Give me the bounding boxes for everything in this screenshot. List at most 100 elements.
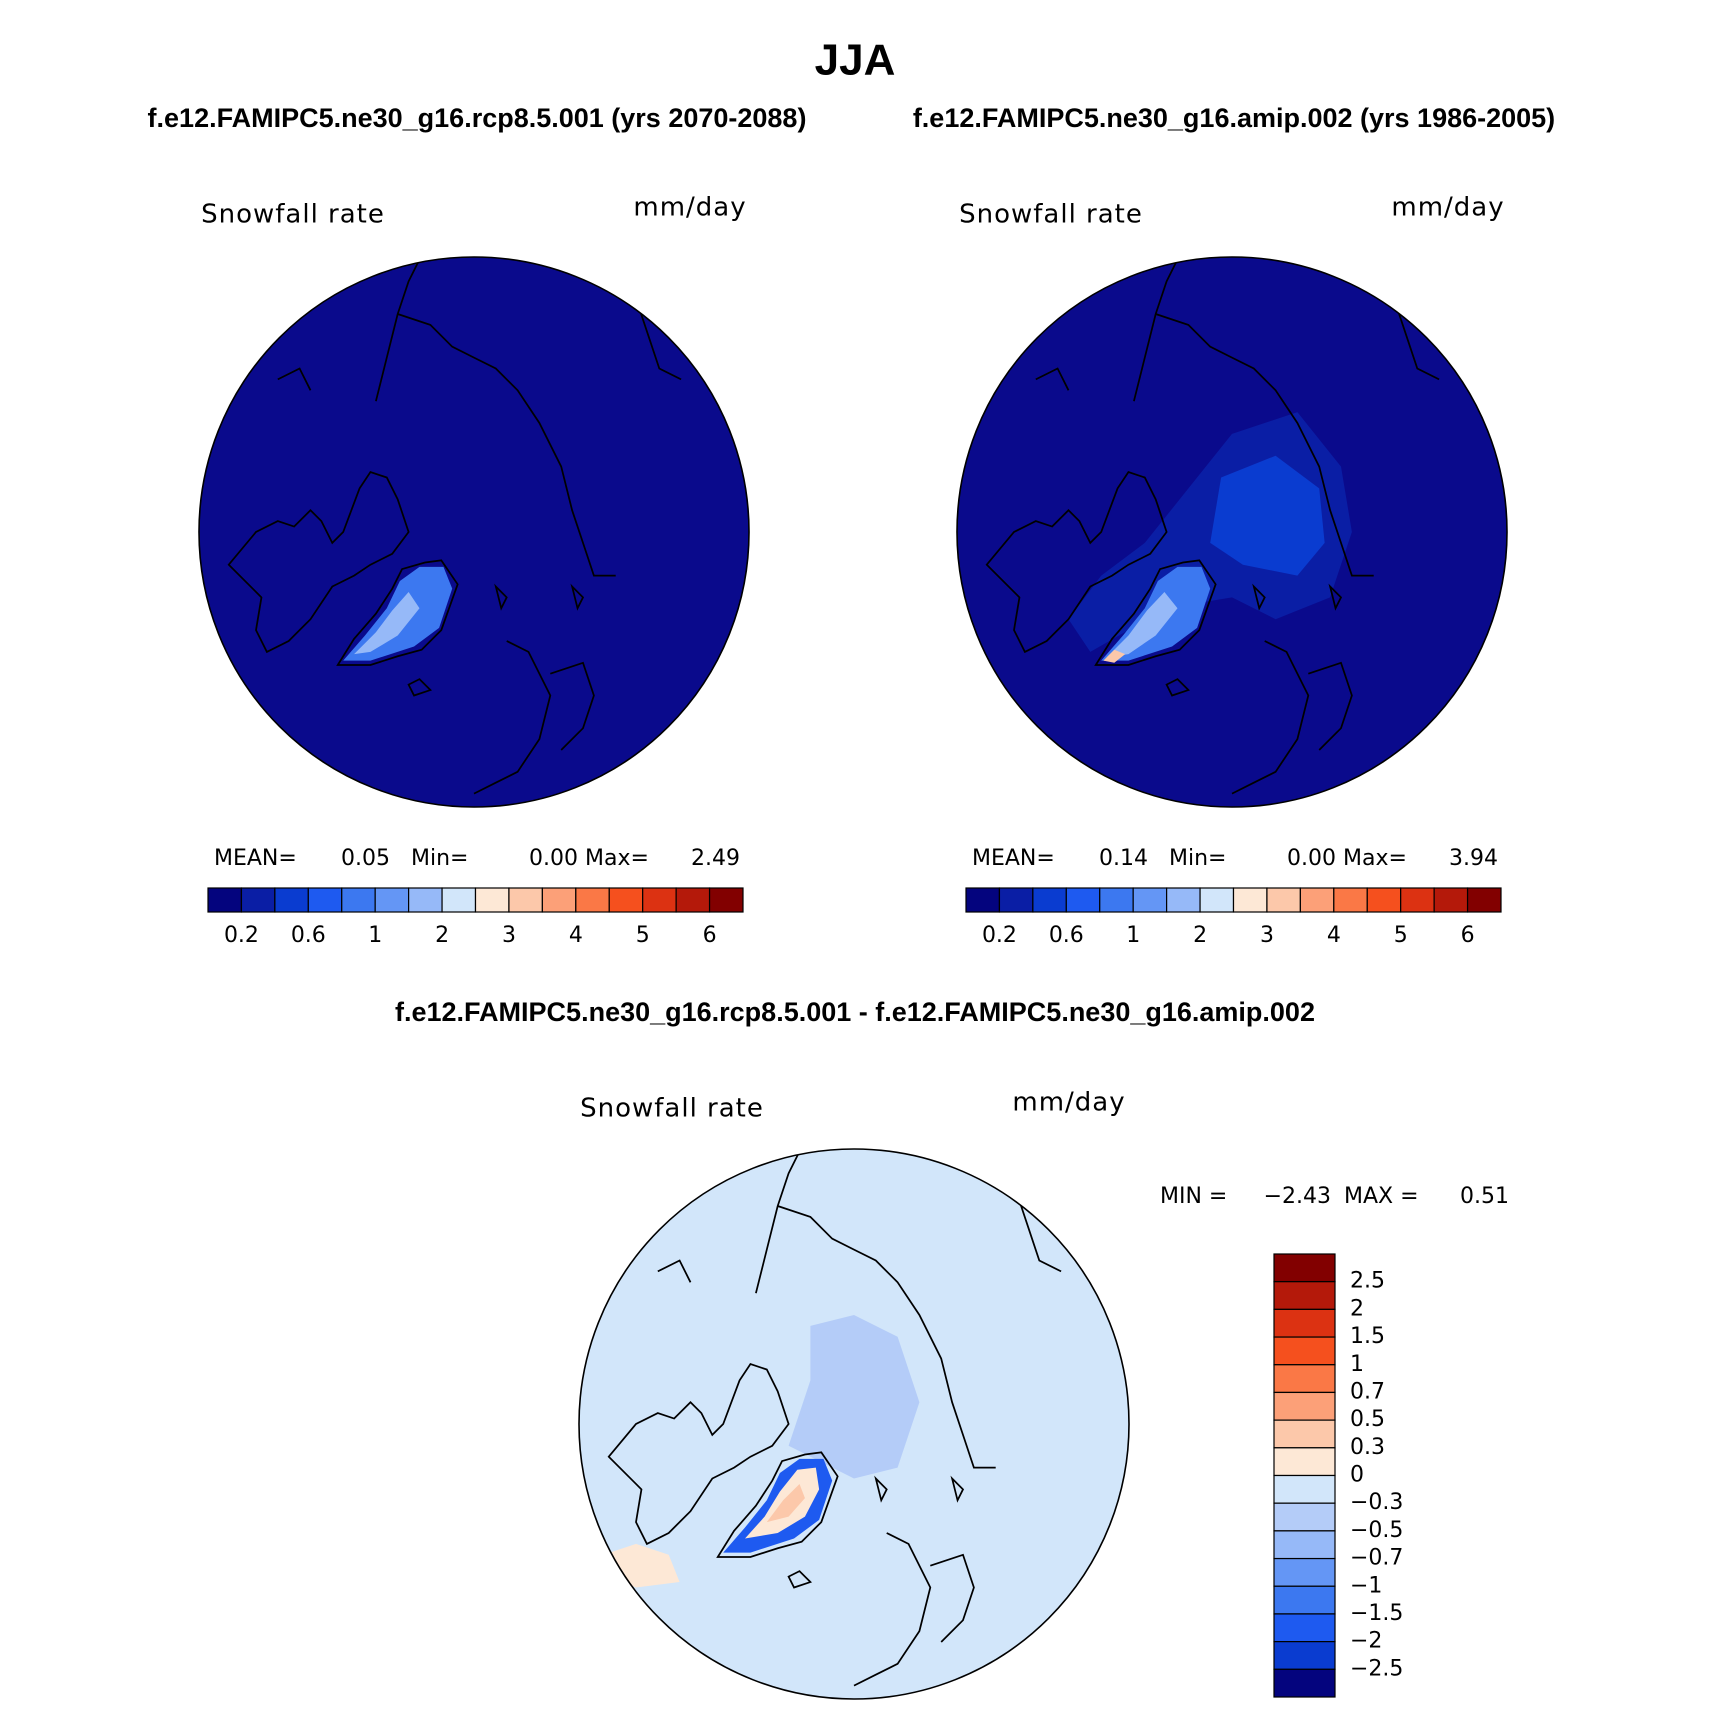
colorbar-box — [1273, 1391, 1336, 1421]
colorbar-label: 0.2 — [982, 923, 1017, 948]
colorbar-box — [1273, 1557, 1336, 1587]
colorbar-label: 4 — [569, 923, 583, 948]
colorbar-box — [1273, 1502, 1336, 1532]
colorbar-label: 6 — [703, 923, 717, 948]
stat-label: Min= — [411, 846, 468, 871]
colorbar-box — [1273, 1253, 1336, 1283]
colorbar-box — [1273, 1281, 1336, 1310]
colorbar-label: −2.5 — [1350, 1656, 1403, 1681]
colorbar-box — [1366, 887, 1402, 913]
colorbar-box — [1032, 887, 1067, 913]
colorbar-box — [1333, 887, 1368, 913]
colorbar-box — [1273, 1668, 1336, 1698]
colorbar-box — [341, 887, 376, 913]
colorbar-label: 0.7 — [1350, 1379, 1385, 1404]
variable-label: Snowfall rate — [959, 200, 1143, 230]
colorbar-box — [608, 887, 644, 913]
units-label: mm/day — [633, 193, 746, 223]
colorbar-box — [1273, 1308, 1336, 1338]
colorbar-label: 5 — [1394, 923, 1408, 948]
colorbar-box — [675, 887, 711, 913]
colorbar-label: 0 — [1350, 1463, 1364, 1488]
colorbar-label: 3 — [1260, 923, 1274, 948]
colorbar-label: 4 — [1327, 923, 1341, 948]
colorbar-label: 1 — [368, 923, 382, 948]
colorbar-box — [1232, 887, 1268, 913]
stat-label: Max= — [585, 846, 649, 871]
units-label: mm/day — [1391, 193, 1504, 223]
stat-value: 3.94 — [1449, 846, 1498, 871]
colorbar-box — [1266, 887, 1301, 913]
colorbar-box — [474, 887, 510, 913]
colorbar-label: 1.5 — [1350, 1324, 1385, 1349]
stat-label: MAX = — [1344, 1184, 1419, 1209]
colorbar-box — [1433, 887, 1469, 913]
stat-label: MIN = — [1160, 1184, 1227, 1209]
colorbar-label: 2 — [1193, 923, 1207, 948]
stat-value: 0.00 — [529, 846, 578, 871]
colorbar-box — [708, 887, 744, 913]
colorbar-box — [642, 887, 677, 913]
variable-label: Snowfall rate — [201, 200, 385, 230]
colorbar-box — [1273, 1336, 1336, 1366]
stat-label: Min= — [1169, 846, 1226, 871]
colorbar-label: 2.5 — [1350, 1269, 1385, 1294]
units-label: mm/day — [1012, 1088, 1125, 1118]
colorbar-label: 0.6 — [291, 923, 326, 948]
colorbar-box — [240, 887, 276, 913]
colorbar-box — [541, 887, 577, 913]
stat-label: Max= — [1343, 846, 1407, 871]
stat-label: MEAN= — [972, 846, 1055, 871]
colorbar-label: 6 — [1461, 923, 1475, 948]
colorbar-box — [1166, 887, 1201, 913]
colorbar-box — [408, 887, 443, 913]
stat-value: 0.51 — [1460, 1184, 1509, 1209]
colorbar-box — [1065, 887, 1101, 913]
stat-value: 0.00 — [1287, 846, 1336, 871]
colorbar-box — [441, 887, 477, 913]
colorbar-box — [575, 887, 610, 913]
panel-case: f.e12.FAMIPC5.ne30_g16.rcp8.5.001 (yrs 2… — [148, 103, 807, 133]
colorbar-box — [1099, 887, 1134, 913]
map — [579, 1149, 1129, 1699]
colorbar-label: 0.6 — [1049, 923, 1084, 948]
map — [957, 257, 1507, 807]
colorbar-box — [274, 887, 309, 913]
colorbar-box — [1273, 1419, 1336, 1449]
colorbar-label: 0.2 — [224, 923, 259, 948]
colorbar-label: 3 — [502, 923, 516, 948]
panel-case: f.e12.FAMIPC5.ne30_g16.amip.002 (yrs 198… — [913, 103, 1555, 133]
colorbar-label: −0.3 — [1350, 1490, 1403, 1515]
colorbar-label: 1 — [1350, 1352, 1364, 1377]
colorbar-box — [1273, 1613, 1336, 1643]
colorbar-label: −0.7 — [1350, 1546, 1403, 1571]
colorbar-label: 1 — [1126, 923, 1140, 948]
colorbar-box — [1273, 1447, 1336, 1477]
colorbar-label: 0.5 — [1350, 1407, 1385, 1432]
stat-value: 0.14 — [1099, 846, 1148, 871]
colorbar-box — [1199, 887, 1235, 913]
colorbar-box — [1299, 887, 1335, 913]
map — [199, 257, 749, 807]
colorbar-label: 0.3 — [1350, 1435, 1385, 1460]
stat-value: 0.05 — [341, 846, 390, 871]
colorbar-box — [1273, 1585, 1336, 1615]
colorbar-box — [1273, 1364, 1336, 1394]
colorbar-box — [998, 887, 1034, 913]
colorbar-box — [965, 887, 1001, 913]
colorbar-box — [207, 887, 243, 913]
colorbar-label: −1.5 — [1350, 1601, 1403, 1626]
colorbar-box — [1273, 1474, 1336, 1504]
colorbar-label: 2 — [435, 923, 449, 948]
colorbar-box — [1273, 1530, 1336, 1560]
colorbar-box — [374, 887, 410, 913]
difference-title: f.e12.FAMIPC5.ne30_g16.rcp8.5.001 - f.e1… — [395, 997, 1315, 1027]
stat-value: 2.49 — [691, 846, 740, 871]
stat-label: MEAN= — [214, 846, 297, 871]
colorbar-box — [1400, 887, 1435, 913]
colorbar-label: −2 — [1350, 1629, 1382, 1654]
colorbar-label: −0.5 — [1350, 1518, 1403, 1543]
colorbar-label: 5 — [636, 923, 650, 948]
colorbar-box — [1132, 887, 1168, 913]
